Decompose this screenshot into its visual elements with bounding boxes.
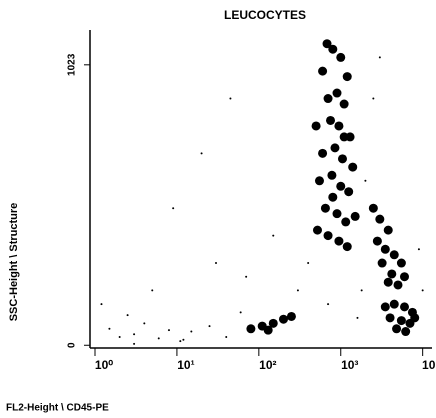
event-point (360, 289, 363, 292)
y-tick-label: 1023 (67, 53, 78, 76)
event-point (339, 99, 349, 109)
event-point (389, 299, 399, 309)
chart-title: LEUCOCYTES (224, 8, 306, 22)
event-point (350, 211, 360, 221)
event-point (399, 302, 409, 312)
event-point (401, 327, 411, 337)
event-point (323, 231, 333, 241)
event-point (342, 72, 352, 82)
event-point (272, 234, 275, 237)
event-point (320, 203, 330, 213)
event-point (328, 44, 338, 54)
event-point (334, 121, 344, 131)
event-point (200, 152, 203, 155)
event-point (151, 289, 154, 292)
event-point (356, 316, 359, 319)
event-point (348, 162, 358, 172)
event-point (278, 314, 288, 324)
event-point (182, 338, 185, 341)
event-point (341, 217, 351, 227)
event-point (100, 303, 103, 306)
event-point (311, 121, 321, 131)
x-tick-label: 10³ (341, 358, 358, 372)
event-point (380, 244, 390, 254)
event-point (323, 94, 333, 104)
event-point (372, 97, 375, 100)
event-point (326, 115, 336, 125)
event-point (332, 88, 342, 98)
event-point (239, 311, 242, 314)
event-point (118, 336, 121, 339)
event-point (108, 327, 111, 330)
event-point (417, 248, 420, 251)
event-point (286, 311, 296, 321)
event-point (378, 56, 381, 59)
event-point (328, 192, 338, 202)
x-axis-label: FL2-Height \ CD45-PE (6, 403, 109, 414)
event-point (167, 329, 170, 332)
event-point (372, 236, 382, 246)
event-point (336, 181, 346, 191)
event-point (327, 170, 337, 180)
event-point (133, 333, 136, 336)
event-point (375, 214, 385, 224)
event-point (393, 280, 403, 290)
event-point (332, 209, 342, 219)
event-point (318, 66, 328, 76)
event-point (172, 207, 175, 210)
x-tick-label: 10⁴ (422, 358, 436, 372)
event-point (342, 242, 352, 252)
event-point (334, 236, 344, 246)
event-point (229, 97, 232, 100)
event-point (143, 322, 146, 325)
y-axis-label: SSC-Height \ Structure (8, 203, 20, 322)
event-point (225, 336, 228, 339)
event-point (336, 52, 346, 62)
event-point (410, 313, 420, 323)
event-point (263, 325, 273, 335)
event-point (392, 324, 402, 334)
event-point (215, 262, 218, 265)
event-point (246, 324, 256, 334)
event-point (344, 187, 354, 197)
event-point (126, 314, 129, 317)
event-point (322, 39, 332, 49)
event-point (387, 269, 397, 279)
event-point (389, 250, 399, 260)
event-point (396, 316, 406, 326)
event-point (208, 325, 211, 328)
event-point (296, 289, 299, 292)
event-point (364, 179, 367, 182)
event-point (314, 176, 324, 186)
event-point (307, 262, 310, 265)
event-point (380, 302, 390, 312)
event-point (383, 225, 393, 235)
event-point (330, 143, 340, 153)
event-point (339, 132, 349, 142)
event-point (421, 289, 424, 292)
x-tick-label: 10¹ (177, 358, 194, 372)
event-point (157, 337, 160, 340)
event-point (318, 148, 328, 158)
event-point (245, 275, 248, 278)
event-point (377, 258, 387, 268)
event-point (337, 154, 347, 164)
event-point (133, 342, 136, 345)
event-point (179, 340, 182, 343)
x-tick-label: 10² (259, 358, 276, 372)
event-point (312, 225, 322, 235)
x-tick-label: 10⁰ (95, 358, 113, 372)
event-point (383, 277, 393, 287)
event-point (190, 330, 193, 333)
y-tick-label: 0 (67, 342, 78, 348)
event-point (368, 203, 378, 213)
event-point (385, 313, 395, 323)
event-point (399, 272, 409, 282)
event-point (327, 303, 330, 306)
event-point (396, 258, 406, 268)
event-point (268, 318, 278, 328)
